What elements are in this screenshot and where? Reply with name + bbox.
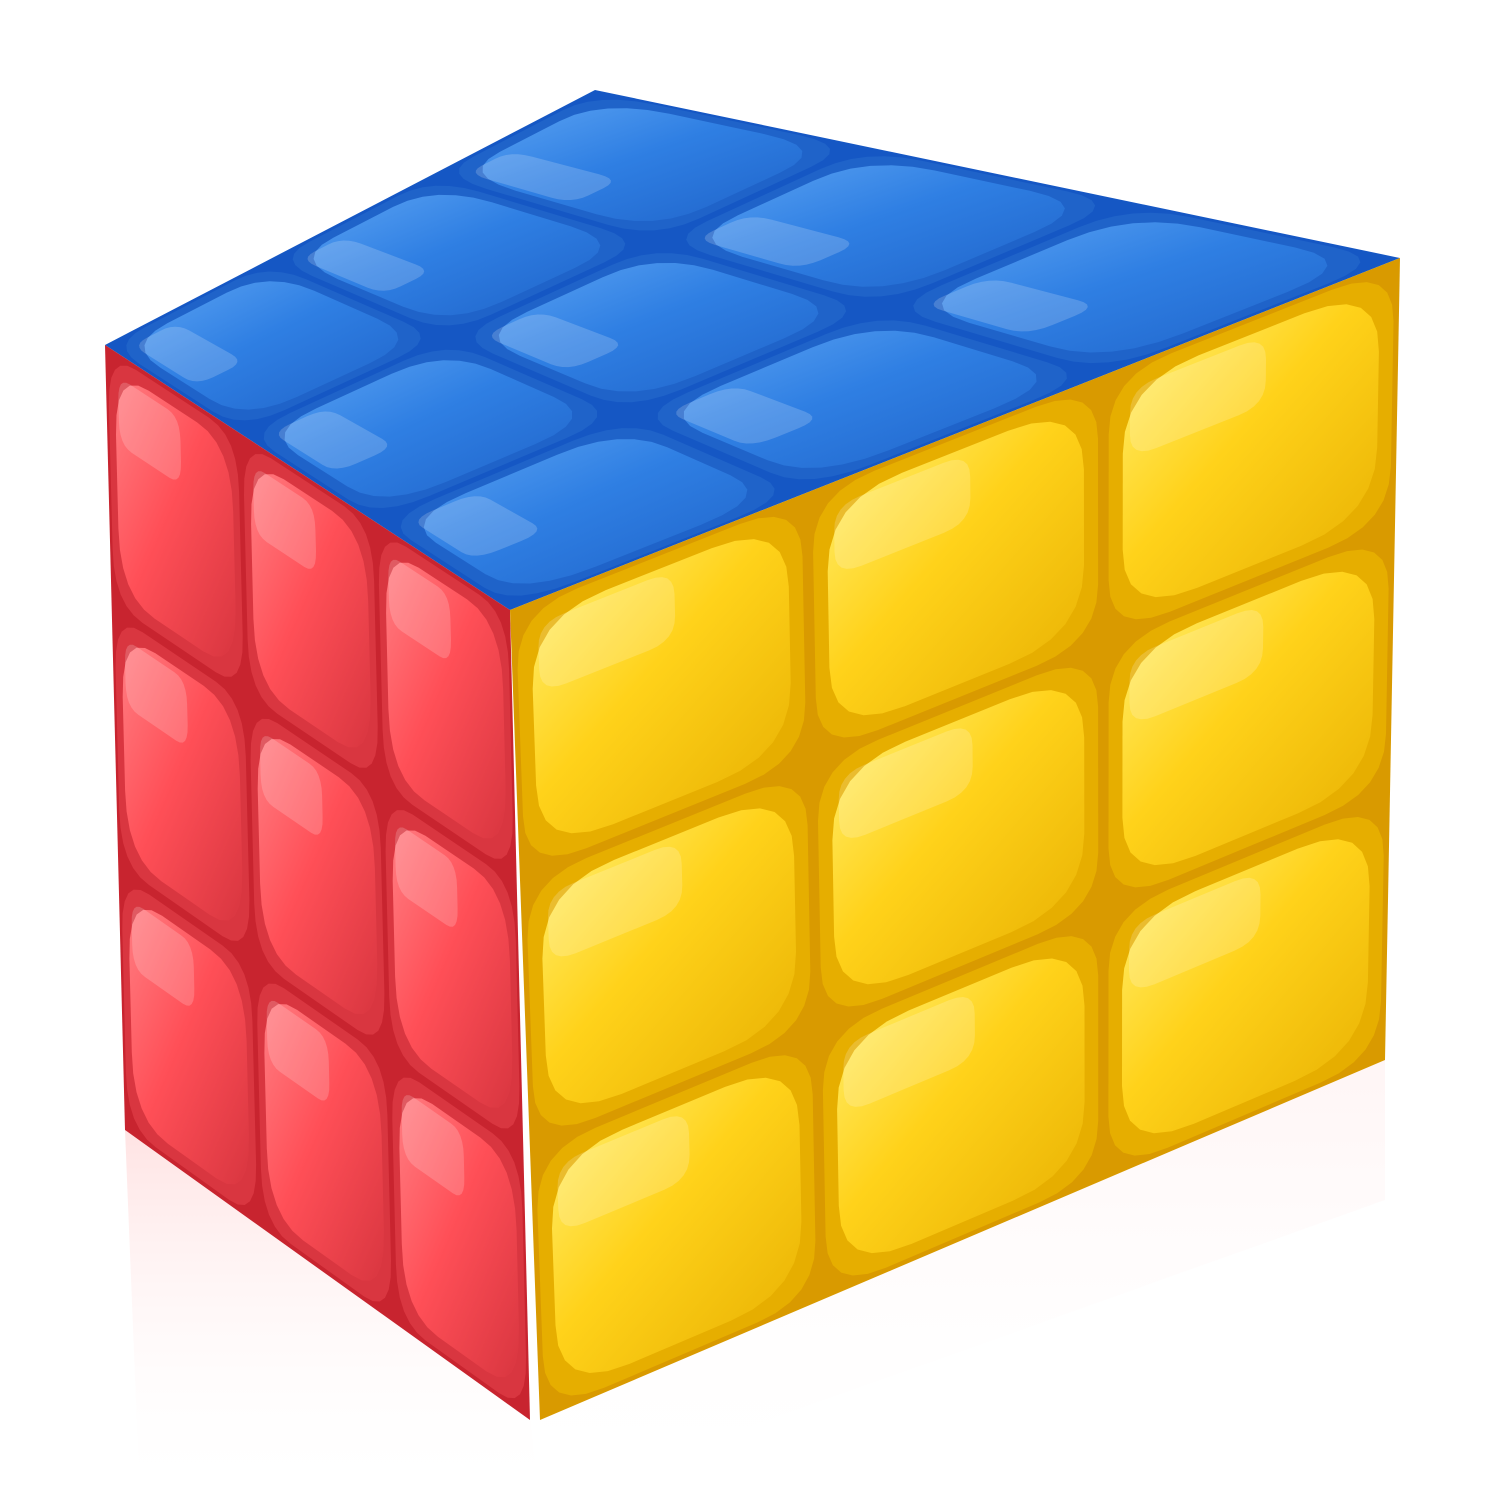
sticker-left-2-2 bbox=[399, 1098, 519, 1378]
sticker-left-0-1 bbox=[251, 474, 371, 748]
sticker-top-1-2 bbox=[683, 330, 1037, 468]
sticker-gloss bbox=[131, 906, 195, 1006]
cube-face-top bbox=[105, 90, 1400, 610]
sticker-gloss bbox=[491, 314, 619, 368]
sticker-top-1-1 bbox=[498, 263, 819, 392]
sticker-gloss bbox=[418, 496, 538, 556]
sticker-gloss bbox=[838, 728, 973, 838]
sticker-right-2-0 bbox=[552, 1077, 802, 1373]
sticker-left-1-1 bbox=[257, 739, 378, 1015]
sticker-gloss bbox=[1129, 342, 1266, 452]
cube-face-right bbox=[510, 258, 1400, 1420]
sticker-gloss bbox=[1129, 877, 1261, 988]
sticker-gloss bbox=[834, 459, 971, 569]
reflection-left bbox=[125, 1130, 540, 1500]
sticker-gloss bbox=[401, 1095, 465, 1196]
sticker-gloss bbox=[475, 154, 611, 200]
sticker-right-1-0 bbox=[542, 808, 796, 1104]
sticker-right-1-1 bbox=[832, 690, 1085, 985]
sticker-left-1-2 bbox=[392, 830, 513, 1108]
sticker-gloss bbox=[266, 1000, 330, 1101]
sticker-right-0-1 bbox=[827, 421, 1084, 716]
floor-reflection bbox=[125, 1060, 1385, 1500]
sticker-gloss bbox=[557, 1116, 690, 1227]
sticker-gloss bbox=[260, 736, 323, 835]
sticker-left-2-0 bbox=[129, 909, 249, 1185]
cube-face-left bbox=[105, 345, 530, 1420]
sticker-gloss bbox=[139, 326, 238, 382]
sticker-gloss bbox=[1129, 610, 1264, 720]
sticker-right-0-0 bbox=[532, 539, 791, 834]
sticker-gloss bbox=[933, 280, 1088, 332]
sticker-top-2-1 bbox=[712, 165, 1065, 287]
sticker-top-1-0 bbox=[313, 194, 601, 316]
sticker-right-2-2 bbox=[1122, 839, 1370, 1134]
sticker-top-2-2 bbox=[942, 222, 1328, 353]
sticker-left-2-1 bbox=[264, 1004, 384, 1281]
sticker-gloss bbox=[704, 217, 850, 266]
sticker-left-0-2 bbox=[386, 562, 506, 839]
sticker-gloss bbox=[388, 559, 451, 659]
sticker-top-0-0 bbox=[144, 281, 399, 410]
sticker-gloss bbox=[548, 846, 683, 957]
sticker-gloss bbox=[843, 997, 975, 1107]
sticker-top-0-1 bbox=[284, 360, 572, 497]
sticker-left-1-0 bbox=[122, 647, 243, 921]
sticker-gloss bbox=[278, 411, 388, 469]
reflection-right bbox=[540, 1060, 1385, 1500]
sticker-left-0-0 bbox=[116, 385, 236, 657]
sticker-gloss bbox=[395, 827, 458, 927]
sticker-gloss bbox=[676, 388, 813, 444]
sticker-gloss bbox=[307, 240, 425, 291]
sticker-top-2-0 bbox=[482, 108, 803, 221]
sticker-top-0-2 bbox=[423, 439, 748, 584]
sticker-gloss bbox=[118, 382, 181, 480]
sticker-gloss bbox=[125, 644, 188, 743]
sticker-right-0-2 bbox=[1122, 304, 1379, 598]
sticker-right-2-1 bbox=[837, 958, 1085, 1254]
sticker-right-1-2 bbox=[1122, 571, 1375, 866]
sticker-gloss bbox=[538, 577, 676, 687]
sticker-gloss bbox=[253, 471, 316, 569]
